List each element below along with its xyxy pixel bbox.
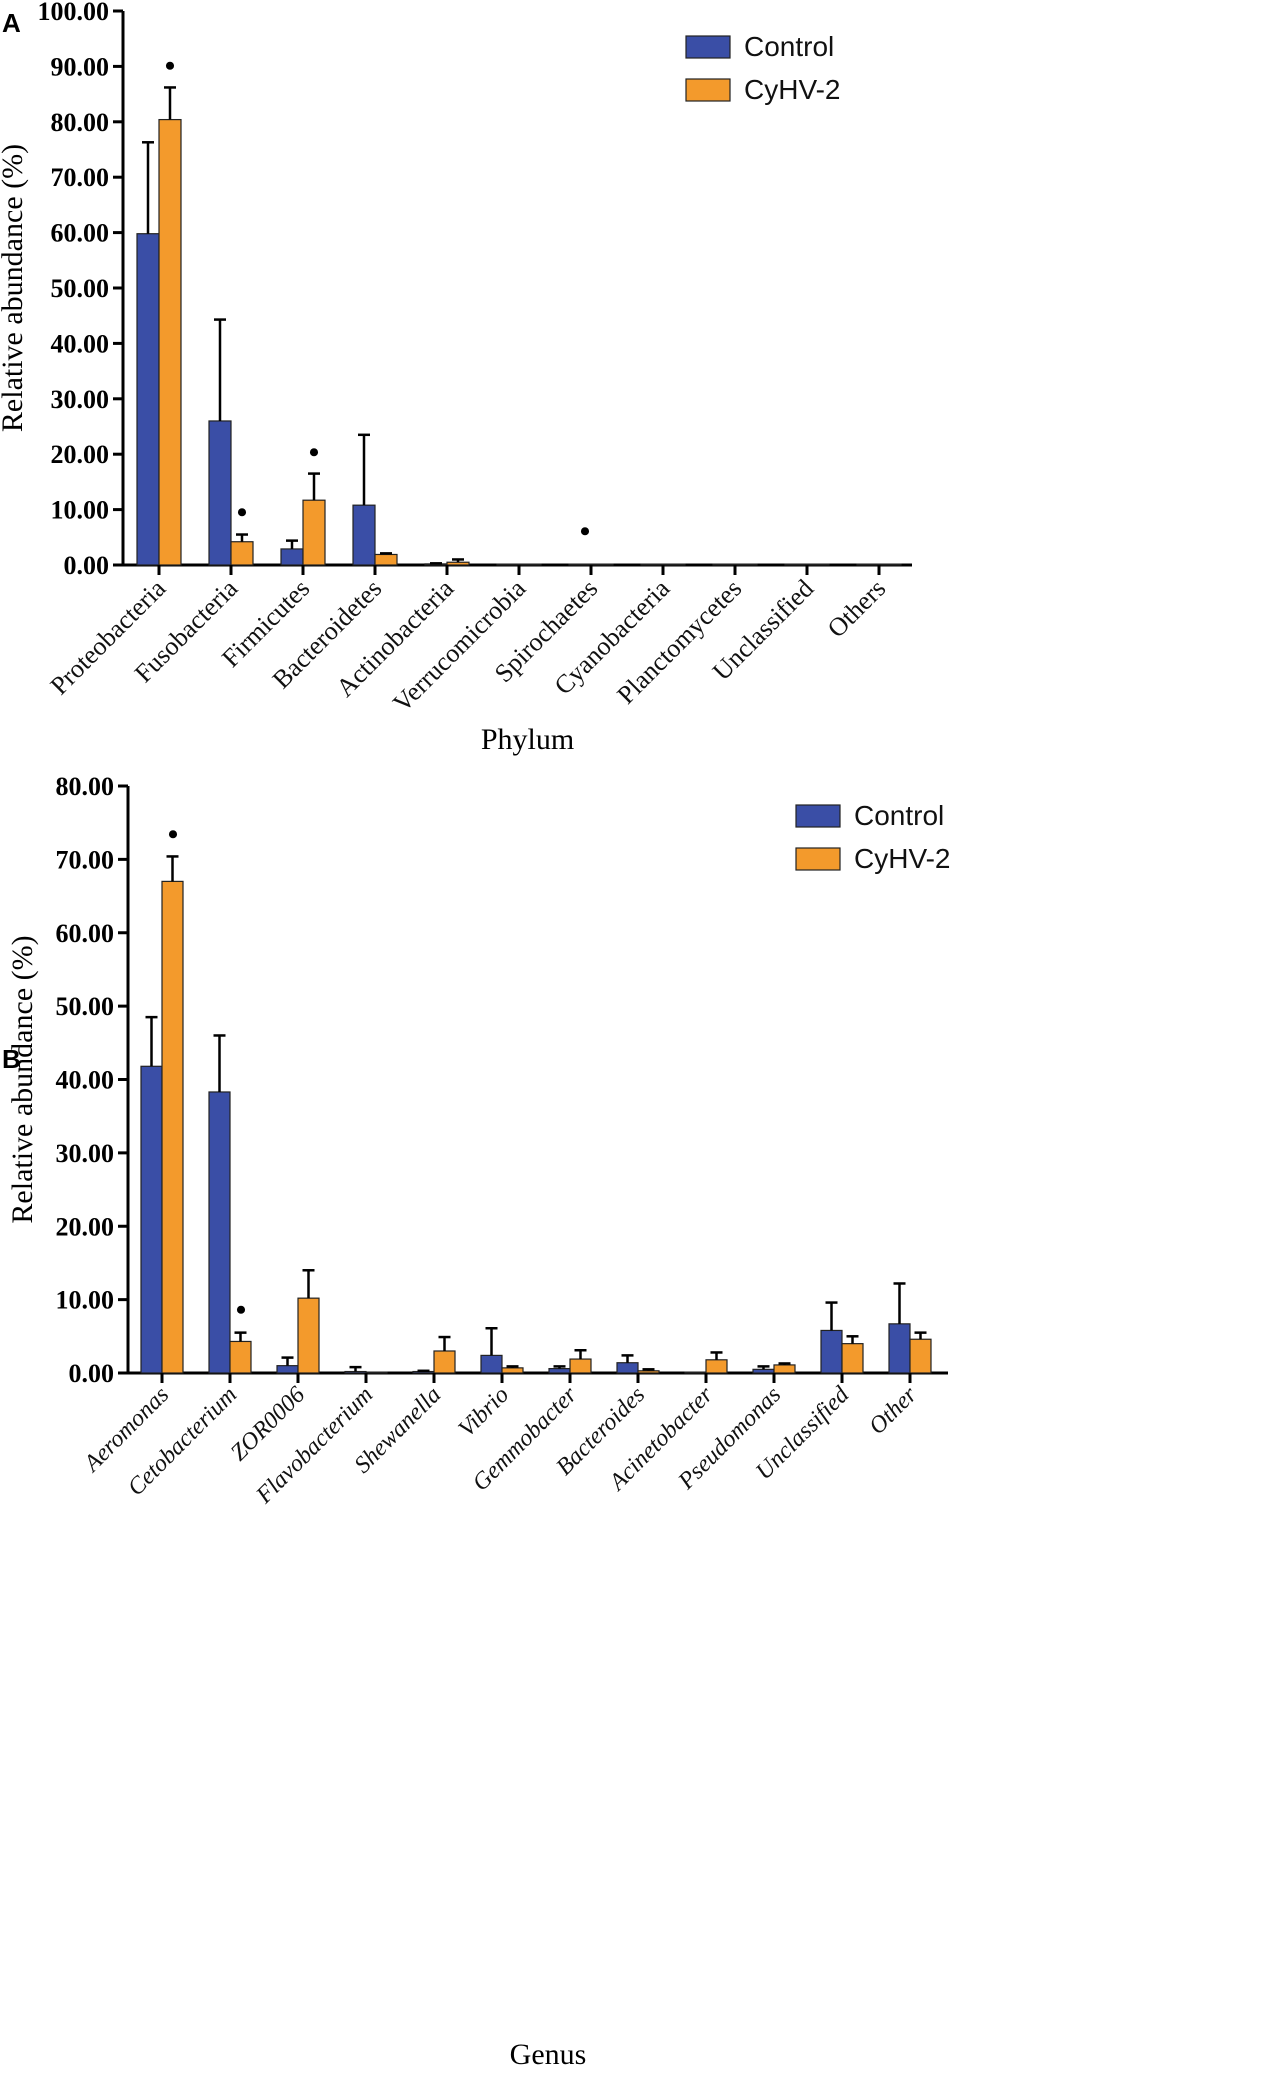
x-tick-label-planctomycetes: Planctomycetes bbox=[611, 574, 747, 710]
legend-swatch-cyhv-2 bbox=[685, 78, 731, 102]
x-tick-label-flavobacterium: Flavobacterium bbox=[251, 1382, 378, 1509]
y-tick-label: 40.00 bbox=[51, 329, 110, 358]
y-tick-label: 100.00 bbox=[38, 0, 110, 26]
y-tick-label: 30.00 bbox=[56, 1139, 115, 1168]
bar-cyhv-2-other bbox=[909, 1338, 932, 1374]
bar-control-pseudomonas bbox=[752, 1368, 775, 1374]
x-tick-label-others: Others bbox=[822, 574, 892, 644]
panel-b-letter: B bbox=[2, 1044, 21, 1074]
significance-marker-cetobacterium: • bbox=[236, 1293, 247, 1326]
bar-cyhv-2-aeromonas bbox=[161, 880, 184, 1374]
y-axis-title: Relative abundance (%) bbox=[0, 144, 29, 432]
y-tick-label: 70.00 bbox=[56, 845, 115, 874]
bar-control-vibrio bbox=[480, 1354, 503, 1374]
bar-cyhv-2-bacteroides bbox=[637, 1370, 660, 1374]
bar-cyhv-2-zor0006 bbox=[297, 1297, 320, 1374]
significance-marker-spirochaetes: • bbox=[580, 515, 591, 548]
bar-control-verrucomicrobia bbox=[496, 563, 520, 566]
y-tick-label: 50.00 bbox=[56, 992, 115, 1021]
y-tick-label: 60.00 bbox=[51, 219, 110, 248]
bar-control-others bbox=[856, 563, 880, 566]
y-tick-label: 90.00 bbox=[51, 52, 110, 81]
significance-marker-aeromonas: • bbox=[168, 818, 179, 851]
legend-label-control: Control bbox=[854, 800, 944, 831]
bar-control-firmicutes bbox=[280, 548, 304, 566]
y-tick-label: 20.00 bbox=[56, 1212, 115, 1241]
bar-control-unclassified bbox=[784, 563, 808, 566]
bar-control-acinetobacter bbox=[684, 1371, 707, 1374]
bar-cyhv-2-spirochaetes bbox=[590, 563, 614, 566]
bar-cyhv-2-unclassified bbox=[806, 563, 830, 566]
significance-marker-fusobacteria: • bbox=[237, 496, 248, 529]
bar-cyhv-2-flavobacterium bbox=[365, 1371, 388, 1374]
bar-control-proteobacteria bbox=[136, 233, 160, 566]
bar-control-planctomycetes bbox=[712, 563, 736, 566]
significance-marker-proteobacteria: • bbox=[165, 50, 176, 83]
bar-control-gemmobacter bbox=[548, 1367, 571, 1374]
legend-swatch-control bbox=[685, 35, 731, 59]
y-tick-label: 0.00 bbox=[64, 551, 110, 580]
bar-cyhv-2-proteobacteria bbox=[158, 118, 182, 566]
bar-cyhv-2-planctomycetes bbox=[734, 563, 758, 566]
bar-cyhv-2-bacteroidetes bbox=[374, 553, 398, 566]
y-tick-label: 80.00 bbox=[51, 108, 110, 137]
bar-cyhv-2-cyanobacteria bbox=[662, 563, 686, 566]
y-tick-label: 10.00 bbox=[56, 1286, 115, 1315]
legend-label-control: Control bbox=[744, 31, 834, 62]
bar-control-spirochaetes bbox=[568, 563, 592, 566]
y-tick-label: 80.00 bbox=[56, 772, 115, 801]
bar-control-bacteroides bbox=[616, 1362, 639, 1374]
bar-cyhv-2-shewanella bbox=[433, 1350, 456, 1374]
panel-a-letter: A bbox=[2, 8, 21, 38]
bar-cyhv-2-acinetobacter bbox=[705, 1359, 728, 1374]
bar-control-unclassified bbox=[820, 1329, 843, 1374]
bar-cyhv-2-gemmobacter bbox=[569, 1358, 592, 1374]
bar-control-cyanobacteria bbox=[640, 563, 664, 566]
bar-cyhv-2-pseudomonas bbox=[773, 1364, 796, 1374]
bar-control-aeromonas bbox=[140, 1065, 163, 1374]
phylum-chart: 0.00 10.00 20.00 30.00 40.00 50.00 60.00 70.00 8… bbox=[0, 0, 912, 756]
bar-control-cetobacterium bbox=[208, 1091, 231, 1374]
y-tick-label: 30.00 bbox=[51, 385, 110, 414]
bar-control-bacteroidetes bbox=[352, 504, 376, 566]
bar-control-fusobacteria bbox=[208, 420, 232, 566]
bar-control-zor0006 bbox=[276, 1365, 299, 1374]
y-tick-label: 10.00 bbox=[51, 496, 110, 525]
bar-cyhv-2-cetobacterium bbox=[229, 1340, 252, 1374]
x-tick-label-vibrio: Vibrio bbox=[454, 1382, 515, 1443]
bar-cyhv-2-vibrio bbox=[501, 1367, 524, 1374]
y-tick-label: 50.00 bbox=[51, 274, 110, 303]
x-axis-title: Genus bbox=[510, 2038, 587, 2071]
y-tick-label: 70.00 bbox=[51, 163, 110, 192]
bar-cyhv-2-verrucomicrobia bbox=[518, 563, 542, 566]
y-tick-label: 0.00 bbox=[69, 1359, 115, 1388]
bar-cyhv-2-fusobacteria bbox=[230, 541, 254, 566]
significance-marker-firmicutes: • bbox=[309, 436, 320, 469]
legend-label-cyhv-2: CyHV-2 bbox=[854, 843, 950, 874]
legend-swatch-cyhv-2 bbox=[795, 847, 841, 871]
x-axis-title: Phylum bbox=[481, 723, 574, 756]
y-tick-label: 60.00 bbox=[56, 919, 115, 948]
bar-cyhv-2-firmicutes bbox=[302, 499, 326, 566]
legend-label-cyhv-2: CyHV-2 bbox=[744, 74, 840, 105]
y-axis-title: Relative abundance (%) bbox=[6, 935, 39, 1223]
y-tick-label: 40.00 bbox=[56, 1066, 115, 1095]
bar-cyhv-2-unclassified bbox=[841, 1343, 864, 1374]
legend-swatch-control bbox=[795, 804, 841, 828]
bar-cyhv-2-actinobacteria bbox=[446, 561, 470, 566]
y-tick-label: 20.00 bbox=[51, 440, 110, 469]
bar-control-other bbox=[888, 1323, 911, 1374]
x-tick-label-other: Other bbox=[864, 1381, 922, 1439]
genus-chart: 0.00 10.00 20.00 30.00 40.00 50.00 60.00 70.00 8… bbox=[6, 772, 950, 2071]
bar-cyhv-2-others bbox=[878, 563, 902, 566]
bar-control-flavobacterium bbox=[344, 1370, 367, 1374]
